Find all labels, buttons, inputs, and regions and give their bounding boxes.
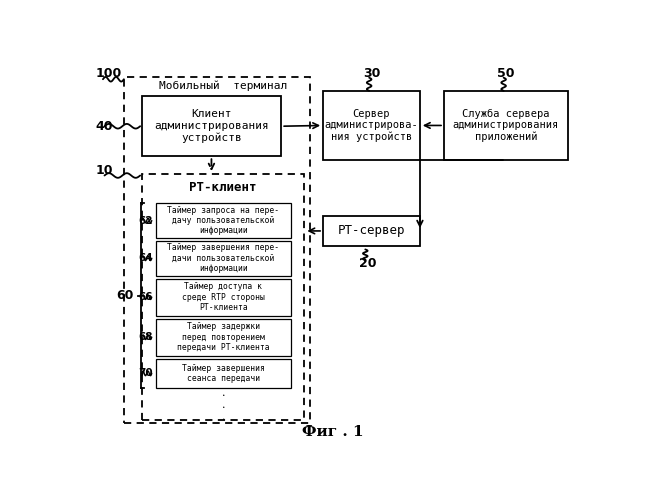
FancyBboxPatch shape (155, 278, 291, 316)
Text: 62: 62 (138, 216, 153, 226)
Text: 50: 50 (497, 68, 515, 80)
FancyBboxPatch shape (155, 241, 291, 276)
FancyBboxPatch shape (155, 318, 291, 356)
Text: 68: 68 (138, 332, 153, 342)
FancyBboxPatch shape (155, 359, 291, 388)
FancyBboxPatch shape (124, 77, 310, 424)
Text: Клиент
администрирования
устройств: Клиент администрирования устройств (154, 110, 269, 143)
Text: Таймер задержки
перед повторением
передачи РТ-клиента: Таймер задержки перед повторением переда… (177, 322, 270, 352)
FancyBboxPatch shape (323, 91, 420, 160)
Text: 20: 20 (359, 257, 376, 270)
Text: 30: 30 (363, 68, 380, 80)
Text: Служба сервера
администрирования
приложений: Служба сервера администрирования приложе… (453, 108, 559, 142)
Text: Фиг . 1: Фиг . 1 (302, 425, 364, 439)
Text: 64: 64 (138, 254, 153, 264)
Text: 70: 70 (138, 368, 153, 378)
Text: 60: 60 (116, 289, 133, 302)
Text: 10: 10 (95, 164, 112, 176)
Text: 66: 66 (138, 292, 153, 302)
Text: Сервер
администрирова-
ния устройств: Сервер администрирова- ния устройств (324, 108, 419, 142)
Text: Таймер запроса на пере-
дачу пользовательской
информации: Таймер запроса на пере- дачу пользовател… (168, 206, 280, 236)
FancyBboxPatch shape (142, 174, 304, 420)
Text: Мобильный  терминал: Мобильный терминал (159, 81, 287, 92)
Text: Таймер завершения пере-
дачи пользовательской
информации: Таймер завершения пере- дачи пользовател… (168, 244, 280, 273)
Text: Таймер завершения
сеанса передачи: Таймер завершения сеанса передачи (182, 364, 265, 383)
FancyBboxPatch shape (444, 91, 568, 160)
Text: 40: 40 (95, 120, 112, 132)
Text: Таймер доступа к
среде RTP стороны
РТ-клиента: Таймер доступа к среде RTP стороны РТ-кл… (182, 282, 265, 312)
FancyBboxPatch shape (142, 96, 281, 156)
FancyBboxPatch shape (323, 216, 420, 246)
Text: 100: 100 (95, 66, 122, 80)
Text: РТ-сервер: РТ-сервер (338, 224, 405, 237)
FancyBboxPatch shape (155, 203, 291, 238)
Text: РТ-клиент: РТ-клиент (189, 182, 257, 194)
Text: .
.
.: . . . (222, 388, 225, 422)
